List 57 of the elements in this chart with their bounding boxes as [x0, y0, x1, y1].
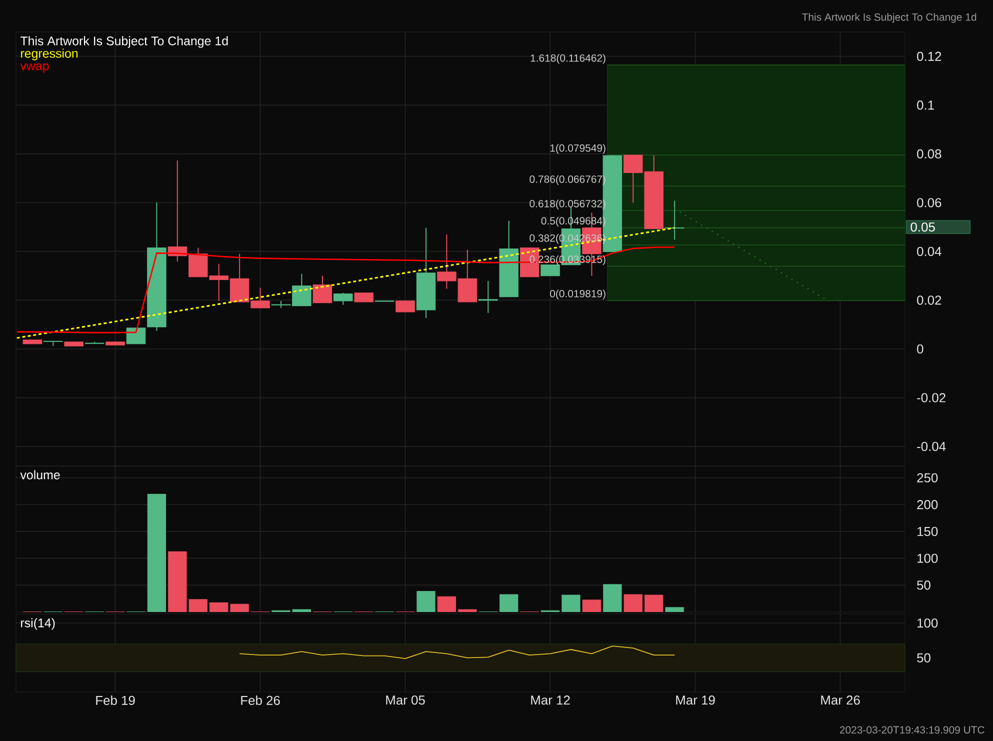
- y-tick-label: 150: [918, 526, 938, 536]
- y-tick-label: -0.02: [917, 393, 946, 402]
- candlestick: [312, 275, 332, 304]
- chart-title: rsi(14): [21, 618, 55, 630]
- candlestick: [354, 292, 374, 302]
- y-tick-label: 0.02: [917, 296, 942, 305]
- y-tick-label: 100: [918, 618, 938, 628]
- x-tick-label: Mar 19: [676, 696, 715, 705]
- y-tick-label: 0.12: [917, 52, 942, 61]
- y-tick-label: 0.06: [917, 198, 942, 208]
- text: vwap: [20, 63, 49, 73]
- bar: [437, 596, 456, 612]
- y-tick-label: 50: [917, 580, 930, 590]
- bar: [500, 594, 518, 612]
- bar: [168, 551, 187, 612]
- bar: [582, 600, 602, 612]
- bar: [416, 591, 436, 612]
- bar: [665, 607, 684, 612]
- y-tick-label: -0.04: [917, 442, 946, 452]
- y-tick-label: 100: [918, 554, 938, 563]
- x-tick-label: Feb 26: [241, 696, 280, 706]
- y-tick-label: 0.04: [917, 246, 942, 256]
- bar: [292, 609, 312, 612]
- chart-title: volume: [20, 470, 60, 480]
- bar: [188, 599, 208, 612]
- candlestick: [396, 300, 415, 312]
- bar: [210, 602, 228, 612]
- text: 2023-03-20T19:43:19.909 UTC: [840, 726, 984, 734]
- bar: [603, 584, 622, 612]
- x-tick-label: Mar 26: [821, 696, 860, 705]
- bar: [562, 594, 580, 612]
- candlestick: [478, 280, 498, 314]
- annotation: 0.382(0.042636): [530, 234, 606, 244]
- line-series: [16, 246, 676, 334]
- bar: [624, 594, 642, 612]
- y-tick-label: 200: [917, 500, 938, 510]
- x-tick-label: Mar 12: [531, 696, 570, 705]
- x-tick-label: Feb 19: [96, 696, 135, 706]
- y-tick-label: 0.08: [917, 149, 942, 158]
- bar: [230, 604, 249, 612]
- annotation: 1.618(0.116462): [530, 54, 606, 64]
- line-series: [239, 646, 676, 660]
- annotation: 1(0.079549): [550, 144, 606, 154]
- chart-subtitle: This Artwork Is Subject To Change 1d: [802, 13, 976, 23]
- y-tick-label: 250: [917, 473, 938, 482]
- bar: [644, 594, 664, 612]
- y-tick-label: 0.1: [917, 100, 934, 110]
- y-tick-label: 0: [917, 344, 924, 354]
- ref-line-label: 0.05: [910, 222, 935, 232]
- annotation: 0(0.019819): [550, 290, 606, 300]
- candlestick: [334, 292, 353, 306]
- bar: [147, 494, 166, 612]
- y-tick-label: 50: [917, 653, 930, 662]
- bar: [458, 609, 477, 612]
- chart-title: This Artwork Is Subject To Change 1d: [20, 36, 228, 48]
- x-tick-label: Mar 05: [386, 696, 425, 705]
- text: regression: [21, 48, 78, 60]
